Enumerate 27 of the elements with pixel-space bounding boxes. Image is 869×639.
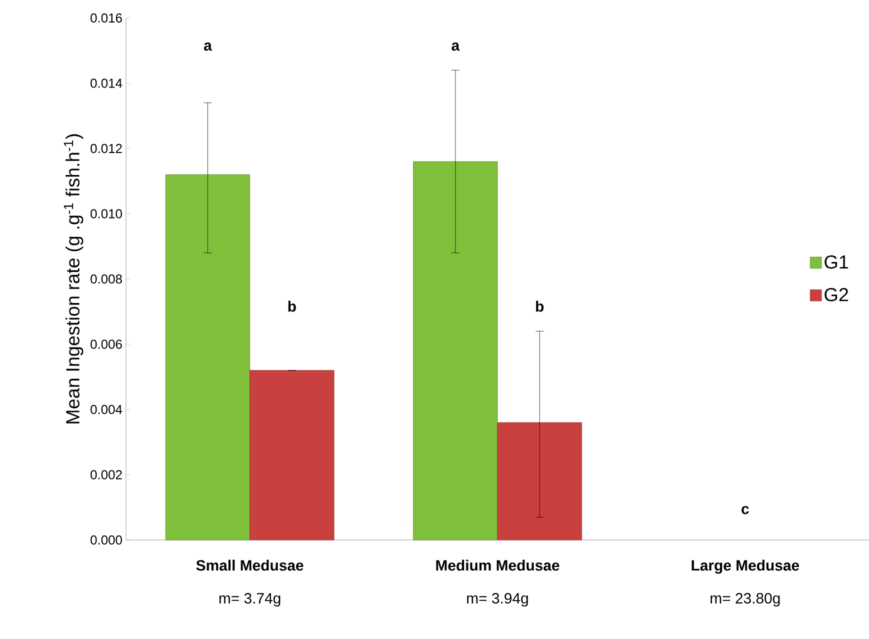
y-tick-label: 0.008 [90, 274, 122, 284]
text: m= 23.80g [710, 593, 780, 607]
text: m= 3.94g [467, 593, 528, 607]
y-tick-label: 0.010 [90, 209, 122, 218]
x-tick-label: Medium Medusae [436, 560, 560, 571]
annotation: a [452, 42, 460, 51]
y-axis-title: Mean Ingestion rate (g .g$^{-1}$ fish.h$^{-1}$) [64, 134, 84, 424]
legend-label: G2 [824, 288, 848, 302]
text: m= 3.74g [219, 593, 280, 607]
annotation: a [204, 42, 212, 51]
x-tick-label: Small Medusae [196, 560, 304, 571]
y-tick-label: 0.006 [90, 340, 122, 349]
bar [497, 422, 582, 540]
bar [250, 370, 334, 540]
annotation: b [288, 300, 296, 312]
bar [165, 174, 250, 540]
x-tick-label: Large Medusae [692, 560, 800, 574]
y-tick-label: 0.012 [90, 144, 122, 154]
y-tick-label: 0.014 [90, 78, 122, 88]
legend-label: G1 [824, 255, 848, 269]
annotation: b [536, 300, 544, 312]
y-tick-label: 0.002 [90, 470, 122, 480]
bar [413, 161, 498, 540]
annotation: c [742, 506, 749, 514]
y-tick-label: 0.016 [90, 13, 122, 23]
y-tick-label: 0.000 [90, 535, 122, 545]
y-tick-label: 0.004 [90, 404, 122, 414]
